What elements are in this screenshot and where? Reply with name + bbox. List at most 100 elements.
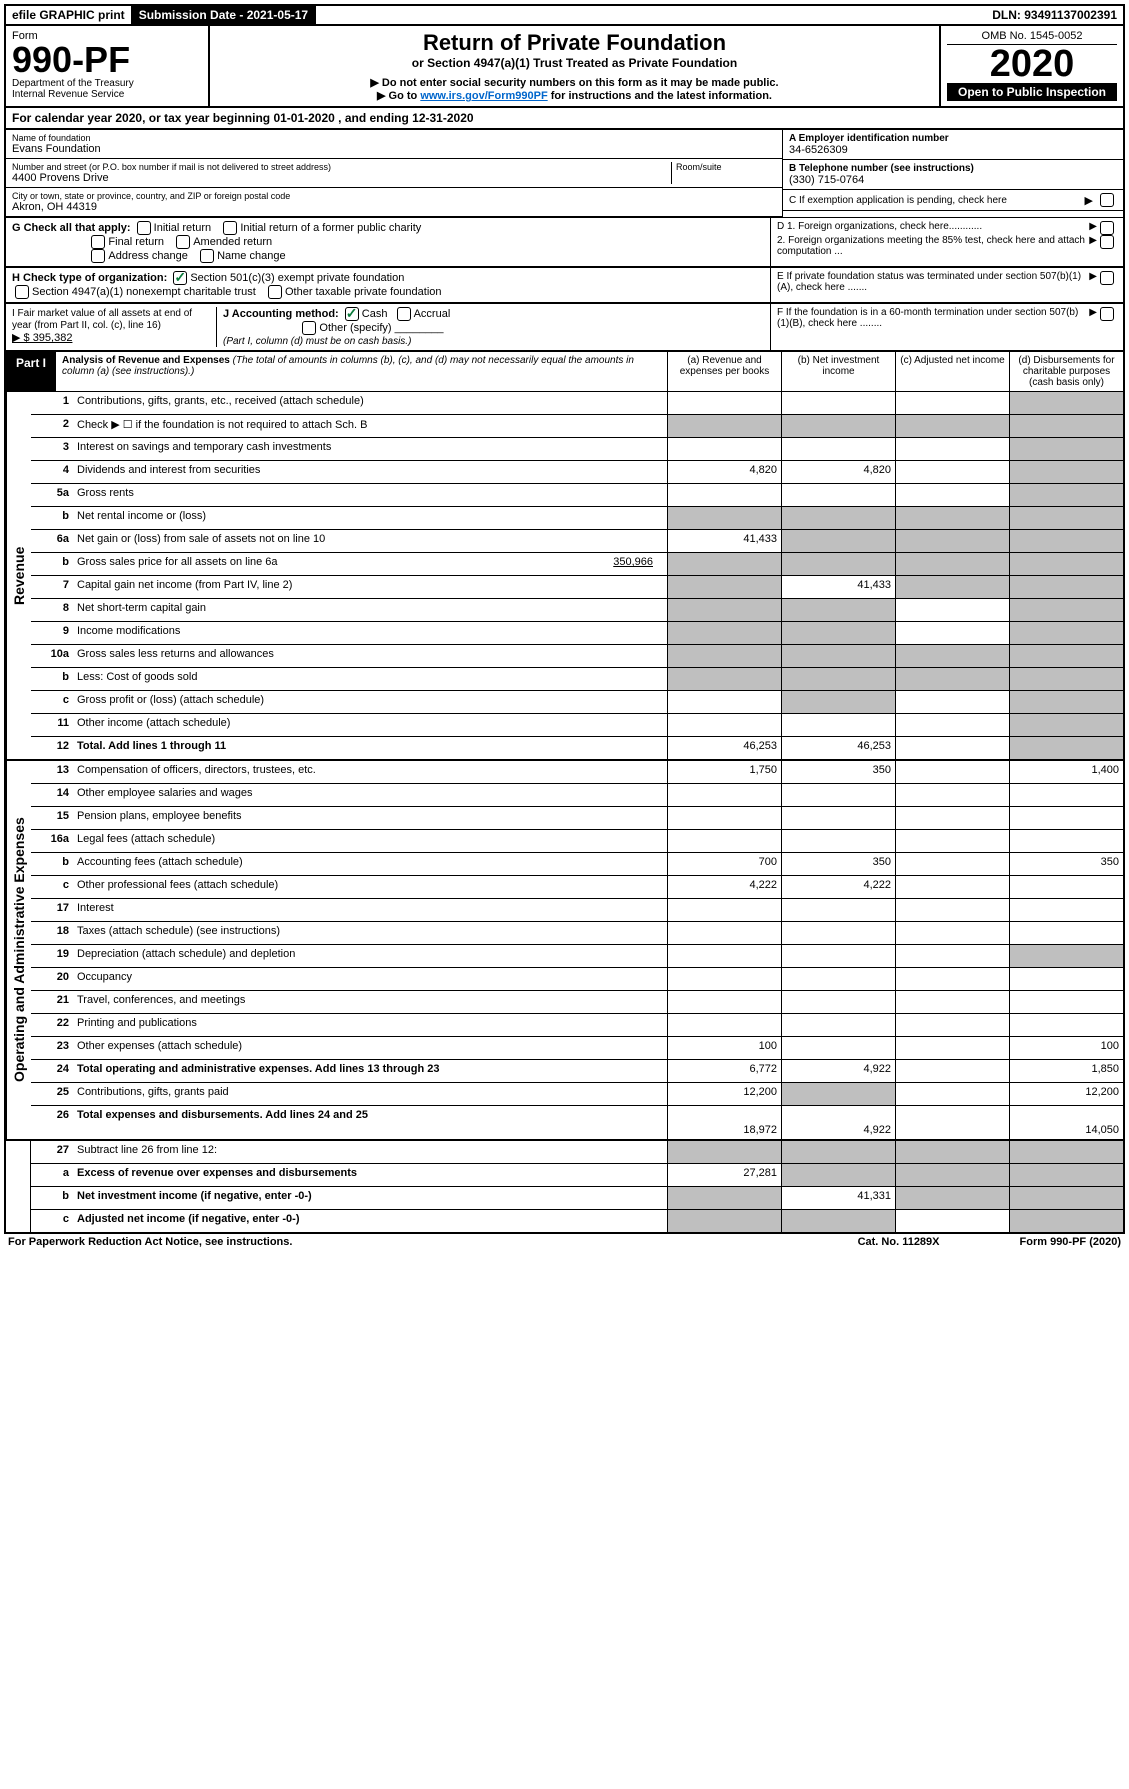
section-i-j-f: I Fair market value of all assets at end… (4, 303, 1125, 352)
g-final-cb[interactable] (91, 235, 105, 249)
row-16b: bAccounting fees (attach schedule)700350… (31, 853, 1123, 876)
form-header: Form 990-PF Department of the Treasury I… (4, 26, 1125, 108)
row-6b: bGross sales price for all assets on lin… (31, 553, 1123, 576)
g-section: G Check all that apply: Initial return I… (6, 218, 771, 266)
row-10a: 10aGross sales less returns and allowanc… (31, 645, 1123, 668)
c-label: C If exemption application is pending, c… (789, 195, 1081, 206)
instr-link[interactable]: www.irs.gov/Form990PF (420, 90, 547, 102)
phone-cell: B Telephone number (see instructions) (3… (783, 160, 1123, 190)
h-4947-cb[interactable] (15, 285, 29, 299)
row-10b: bLess: Cost of goods sold (31, 668, 1123, 691)
part1-header: Part I Analysis of Revenue and Expenses … (4, 352, 1125, 392)
header-right: OMB No. 1545-0052 2020 Open to Public In… (941, 26, 1123, 106)
info-grid: Name of foundation Evans Foundation Numb… (4, 130, 1125, 217)
j-cash-cb[interactable] (345, 307, 359, 321)
form-number: 990-PF (12, 42, 202, 78)
summary-rows: 27Subtract line 26 from line 12: aExcess… (31, 1141, 1123, 1232)
revenue-rows: 1Contributions, gifts, grants, etc., rec… (31, 392, 1123, 759)
row-1: 1Contributions, gifts, grants, etc., rec… (31, 392, 1123, 415)
d2-label: 2. Foreign organizations meeting the 85%… (777, 235, 1089, 257)
ein-label: A Employer identification number (789, 133, 1117, 144)
g-name-cb[interactable] (200, 249, 214, 263)
part1-title: Analysis of Revenue and Expenses (62, 355, 230, 366)
foundation-city: Akron, OH 44319 (12, 201, 776, 213)
row-27: 27Subtract line 26 from line 12: (31, 1141, 1123, 1164)
row-23: 23Other expenses (attach schedule)100100 (31, 1037, 1123, 1060)
g-addr-cb[interactable] (91, 249, 105, 263)
page-footer: For Paperwork Reduction Act Notice, see … (4, 1234, 1125, 1250)
phone-label: B Telephone number (see instructions) (789, 163, 1117, 174)
j-other: Other (specify) (319, 322, 391, 334)
j-note: (Part I, column (d) must be on cash basi… (223, 336, 411, 347)
row-24: 24Total operating and administrative exp… (31, 1060, 1123, 1083)
row-6a: 6aNet gain or (loss) from sale of assets… (31, 530, 1123, 553)
h-label: H Check type of organization: (12, 272, 167, 284)
row-4: 4Dividends and interest from securities4… (31, 461, 1123, 484)
top-bar: efile GRAPHIC print Submission Date - 20… (4, 4, 1125, 26)
row-17: 17Interest (31, 899, 1123, 922)
h-section: H Check type of organization: Section 50… (6, 268, 771, 302)
h-other-cb[interactable] (268, 285, 282, 299)
row-13: 13Compensation of officers, directors, t… (31, 761, 1123, 784)
row-14: 14Other employee salaries and wages (31, 784, 1123, 807)
footer-right: Form 990-PF (2020) (1020, 1236, 1121, 1248)
form-subtitle: or Section 4947(a)(1) Trust Treated as P… (216, 56, 933, 70)
col-a: (a) Revenue and expenses per books (667, 352, 781, 391)
name-label: Name of foundation (12, 133, 776, 143)
e-label: E If private foundation status was termi… (777, 271, 1089, 299)
j-other-cb[interactable] (302, 321, 316, 335)
j-label: J Accounting method: (223, 308, 339, 320)
ein-cell: A Employer identification number 34-6526… (783, 130, 1123, 160)
row-18: 18Taxes (attach schedule) (see instructi… (31, 922, 1123, 945)
d1-label: D 1. Foreign organizations, check here..… (777, 221, 1089, 235)
f-cb[interactable] (1100, 307, 1114, 321)
j-accrual: Accrual (414, 308, 451, 320)
row-27c: cAdjusted net income (if negative, enter… (31, 1210, 1123, 1232)
d1-cb[interactable] (1100, 221, 1114, 235)
instr-pre: ▶ Go to (377, 90, 420, 102)
header-left: Form 990-PF Department of the Treasury I… (6, 26, 210, 106)
city-cell: City or town, state or province, country… (6, 188, 782, 217)
tax-year: 2020 (947, 45, 1117, 83)
info-right: A Employer identification number 34-6526… (782, 130, 1123, 217)
submission-date: Submission Date - 2021-05-17 (133, 6, 316, 24)
instr-post: for instructions and the latest informat… (548, 90, 772, 102)
row-3: 3Interest on savings and temporary cash … (31, 438, 1123, 461)
c-checkbox[interactable] (1100, 193, 1114, 207)
g-final: Final return (108, 236, 164, 248)
col-c: (c) Adjusted net income (895, 352, 1009, 391)
dept-label: Department of the Treasury (12, 78, 202, 89)
row-21: 21Travel, conferences, and meetings (31, 991, 1123, 1014)
row-25: 25Contributions, gifts, grants paid12,20… (31, 1083, 1123, 1106)
foundation-addr: 4400 Provens Drive (12, 172, 671, 184)
row-27a: aExcess of revenue over expenses and dis… (31, 1164, 1123, 1187)
row-5b: bNet rental income or (loss) (31, 507, 1123, 530)
section-g-d: G Check all that apply: Initial return I… (4, 217, 1125, 267)
g-name: Name change (217, 250, 286, 262)
row-15: 15Pension plans, employee benefits (31, 807, 1123, 830)
foundation-name-cell: Name of foundation Evans Foundation (6, 130, 782, 159)
footer-left: For Paperwork Reduction Act Notice, see … (8, 1236, 292, 1248)
j-cash: Cash (362, 308, 388, 320)
d2-cb[interactable] (1100, 235, 1114, 249)
f-label: F If the foundation is in a 60-month ter… (777, 307, 1089, 347)
row-2: 2Check ▶ ☐ if the foundation is not requ… (31, 415, 1123, 438)
col-b: (b) Net investment income (781, 352, 895, 391)
ein-value: 34-6526309 (789, 144, 1117, 156)
e-section: E If private foundation status was termi… (771, 268, 1123, 302)
j-accrual-cb[interactable] (397, 307, 411, 321)
row-26: 26Total expenses and disbursements. Add … (31, 1106, 1123, 1139)
instr-ssn: ▶ Do not enter social security numbers o… (216, 76, 933, 89)
col-d: (d) Disbursements for charitable purpose… (1009, 352, 1123, 391)
row-22: 22Printing and publications (31, 1014, 1123, 1037)
row-8: 8Net short-term capital gain (31, 599, 1123, 622)
efile-label: efile GRAPHIC print (6, 6, 133, 24)
e-cb[interactable] (1100, 271, 1114, 285)
h-501c3-cb[interactable] (173, 271, 187, 285)
row-7: 7Capital gain net income (from Part IV, … (31, 576, 1123, 599)
revenue-table: Revenue 1Contributions, gifts, grants, e… (4, 392, 1125, 761)
g-former-cb[interactable] (223, 221, 237, 235)
g-initial-cb[interactable] (137, 221, 151, 235)
g-amended-cb[interactable] (176, 235, 190, 249)
row-10c: cGross profit or (loss) (attach schedule… (31, 691, 1123, 714)
